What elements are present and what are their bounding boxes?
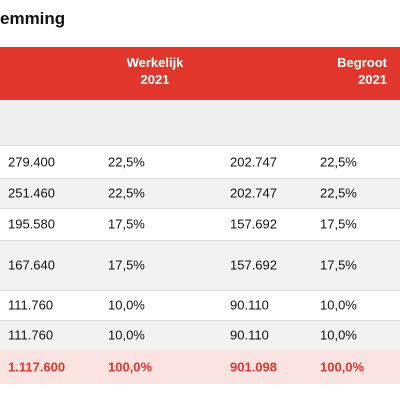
table-row: 167.640 17,5% 157.692 17,5%	[0, 240, 400, 290]
row-divider	[0, 320, 400, 321]
row-divider	[0, 290, 400, 291]
cell: 195.580	[8, 216, 55, 232]
title: emming	[0, 9, 66, 28]
cell: 100,0%	[320, 359, 365, 375]
cell: 22,5%	[320, 154, 357, 169]
cell: 901.098	[230, 359, 277, 375]
cell: 10,0%	[320, 297, 357, 313]
cell: 17,5%	[108, 257, 145, 273]
cell: 157.692	[230, 216, 277, 232]
table-row: 195.580 17,5% 157.692 17,5%	[0, 208, 400, 240]
cell: 100,0%	[108, 359, 153, 375]
cell: 111.760	[8, 297, 54, 313]
cell: 157.692	[230, 257, 277, 273]
column-header: Begroot 2021	[337, 54, 387, 88]
column-header-line: Begroot	[337, 55, 387, 70]
row-divider	[0, 145, 400, 146]
total: 1.117.600 100,0% 901.098 100,0%	[0, 350, 400, 384]
row-divider	[0, 178, 400, 179]
cell: 22,5%	[108, 185, 145, 201]
cell: 111.760	[8, 327, 54, 343]
cell: 22,5%	[108, 154, 145, 169]
column-header-line: Werkelijk	[126, 55, 184, 70]
table-row: 279.400 22,5% 202.747 22,5%	[0, 145, 400, 178]
cell: 90.110	[230, 327, 269, 343]
cell: 10,0%	[320, 327, 357, 343]
table-row: 111.760 10,0% 90.110 10,0%	[0, 290, 400, 320]
cell: 17,5%	[320, 257, 357, 273]
cell: 22,5%	[320, 185, 357, 201]
cell: 202.747	[230, 185, 277, 201]
table-row: 111.760 10,0% 90.110 10,0%	[0, 320, 400, 350]
row-divider	[0, 240, 400, 241]
cell: 167.640	[8, 257, 55, 273]
table-header: Werkelijk 2021 Begroot 2021	[0, 47, 400, 100]
cell: 10,0%	[108, 297, 145, 313]
column-header: Werkelijk 2021	[120, 54, 190, 88]
cell: 1.117.600	[8, 359, 66, 375]
table-row: 251.460 22,5% 202.747 22,5%	[0, 178, 400, 208]
row-divider	[0, 208, 400, 209]
cell: 17,5%	[320, 216, 357, 232]
cell: 251.460	[8, 185, 55, 201]
cell: 90.110	[230, 297, 269, 313]
cell: 17,5%	[108, 216, 145, 232]
column-header-line: 2021	[140, 72, 170, 87]
column-header-line: 2021	[358, 72, 387, 87]
cell: 202.747	[230, 154, 277, 169]
blank-row	[0, 100, 400, 145]
cell: 10,0%	[108, 327, 145, 343]
cell: 279.400	[8, 154, 55, 169]
